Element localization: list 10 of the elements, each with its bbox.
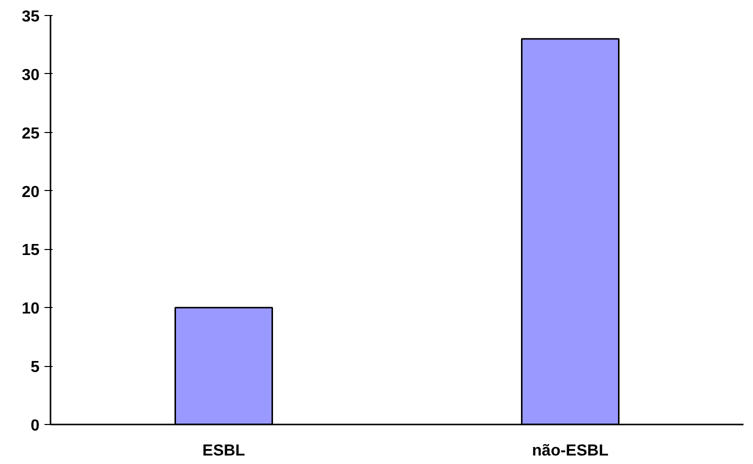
y-tick-label: 35 xyxy=(22,8,40,26)
y-tick-label: 20 xyxy=(22,184,40,201)
y-tick-label: 30 xyxy=(22,66,40,84)
x-tick-label: ESBL xyxy=(202,442,246,460)
y-tick-label: 15 xyxy=(22,242,40,260)
x-tick-label: não-ESBL xyxy=(532,442,609,460)
y-tick-label: 25 xyxy=(22,125,40,142)
y-tick-label: 10 xyxy=(22,300,40,318)
y-tick-label: 5 xyxy=(30,359,40,376)
y-tick-label: 0 xyxy=(30,418,40,434)
